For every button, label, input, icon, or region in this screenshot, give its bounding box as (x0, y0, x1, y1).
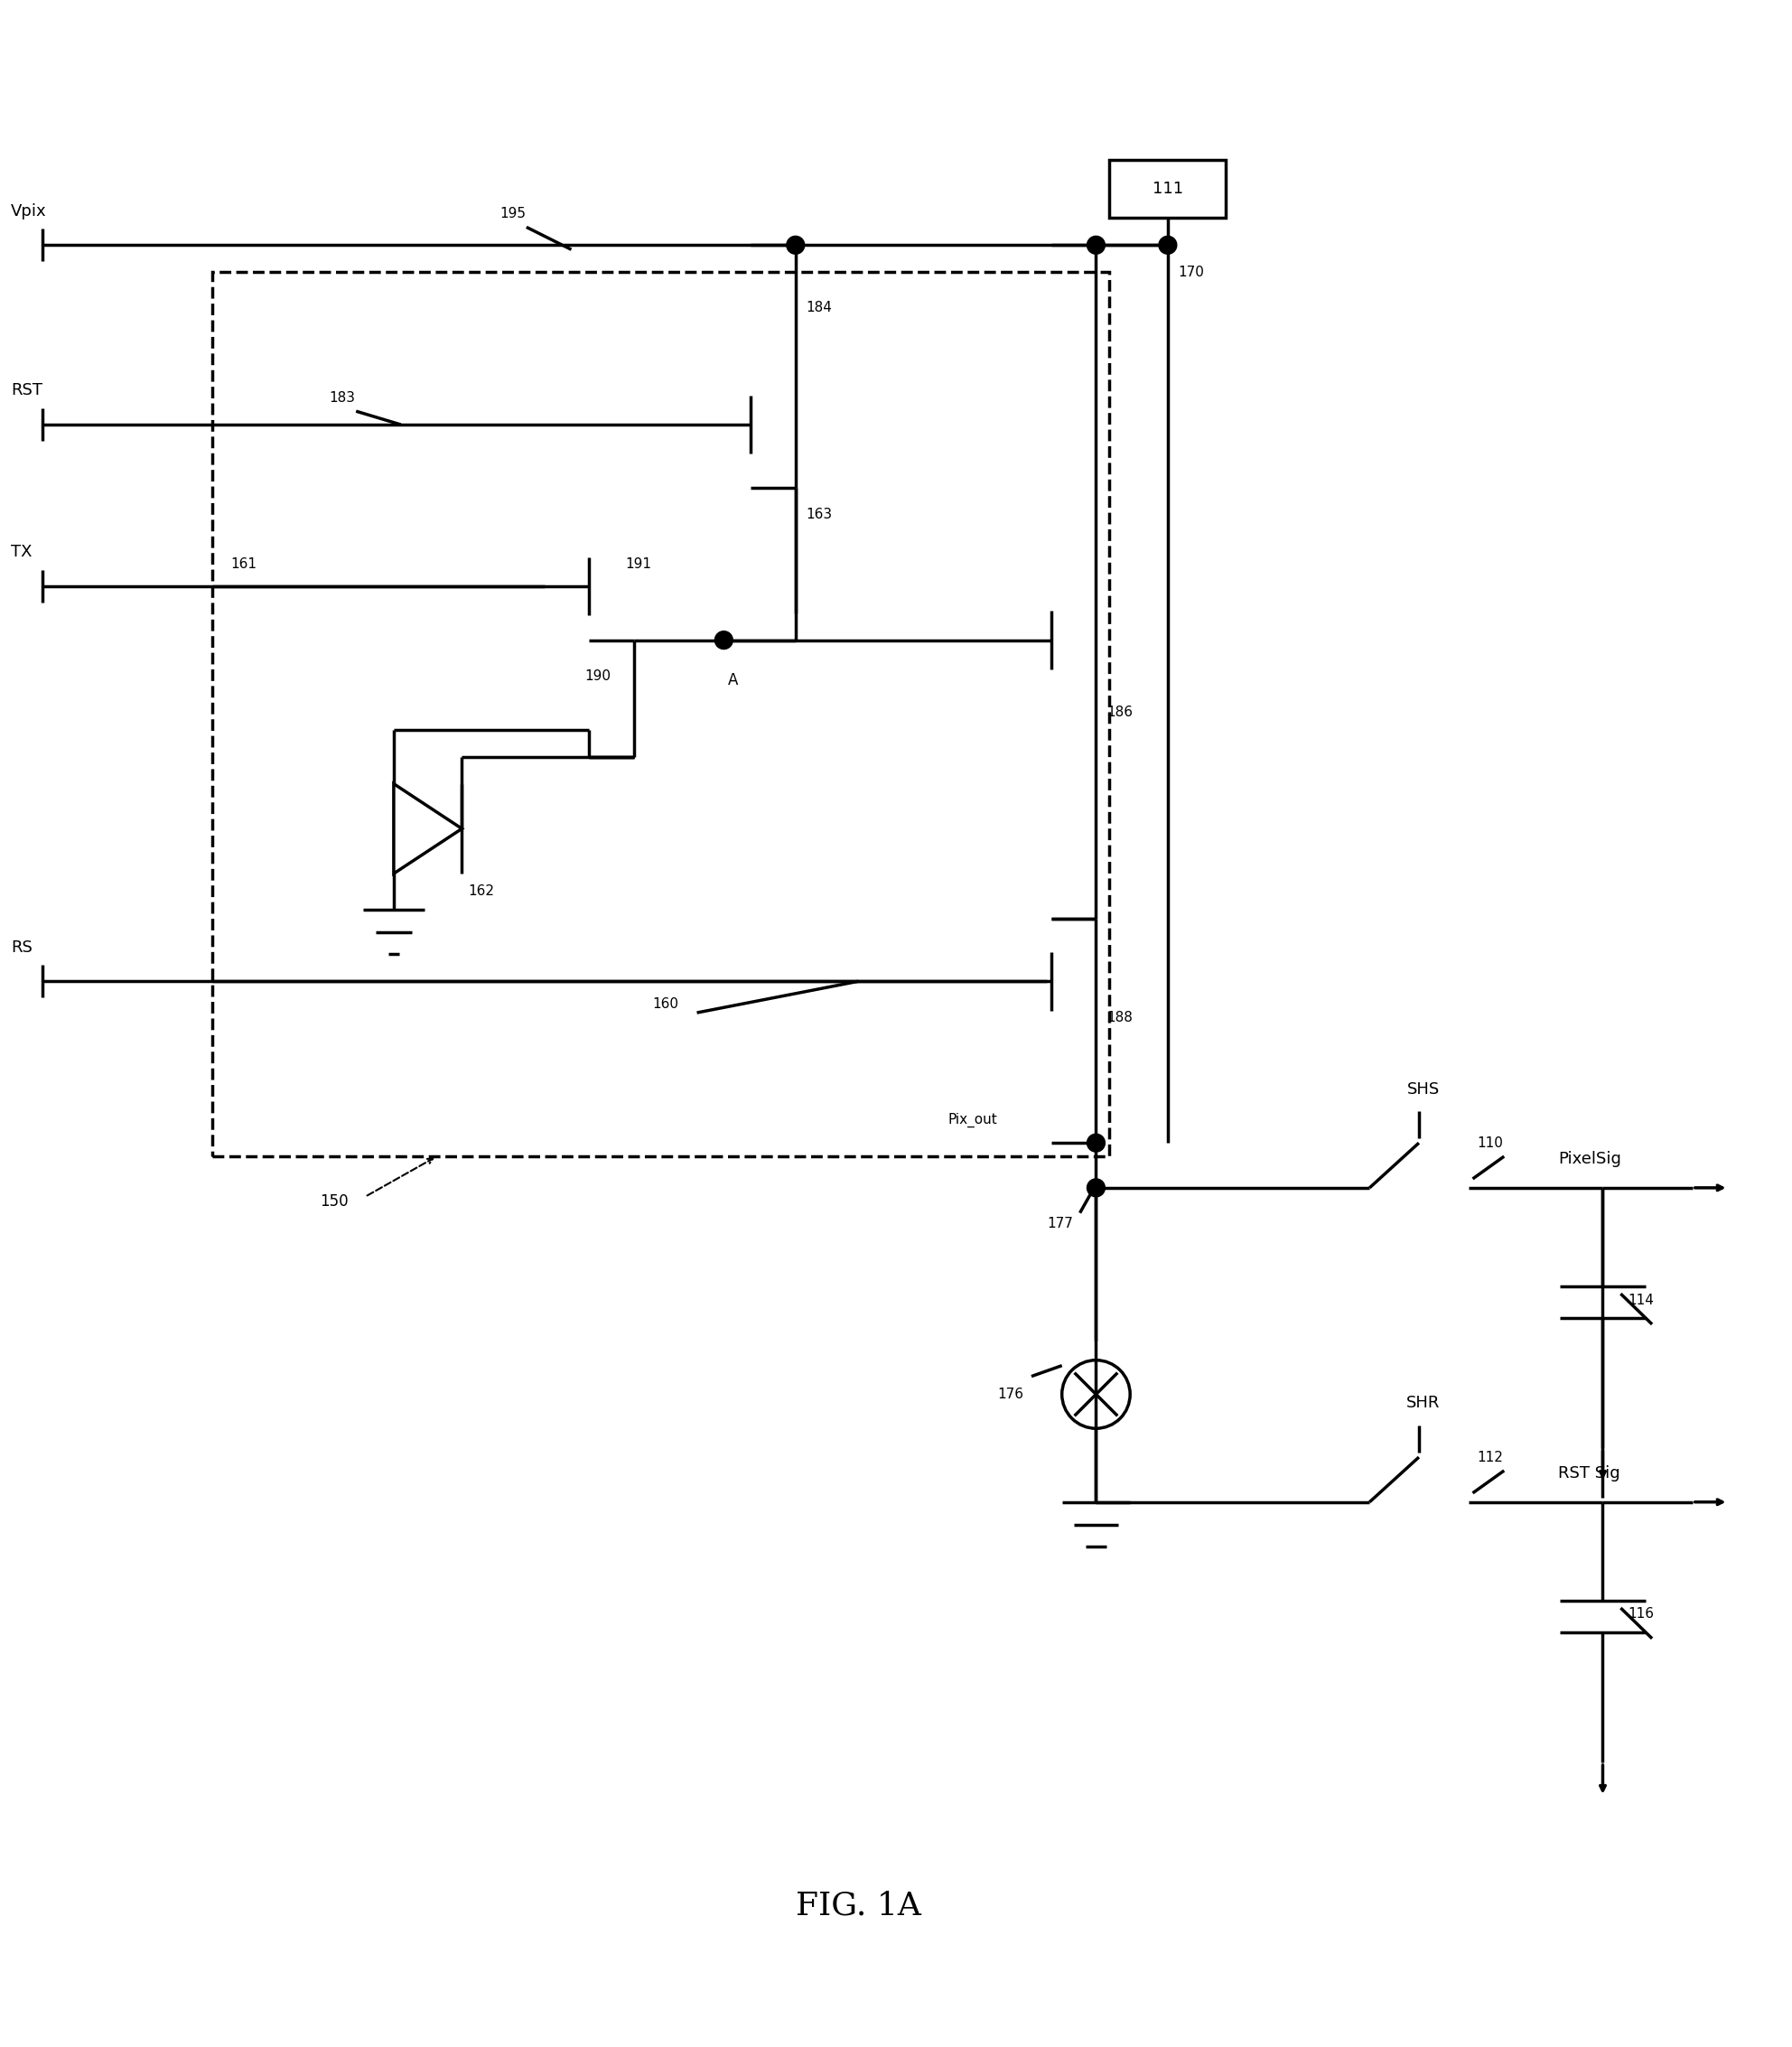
Text: A: A (728, 671, 738, 688)
Circle shape (1159, 235, 1177, 254)
Text: 186: 186 (1107, 704, 1133, 718)
Text: RS: RS (11, 940, 32, 956)
Text: PixelSig: PixelSig (1557, 1150, 1622, 1167)
Text: 176: 176 (998, 1388, 1023, 1400)
Text: 161: 161 (231, 557, 256, 571)
Text: 190: 190 (584, 669, 611, 684)
Text: 191: 191 (625, 557, 650, 571)
Text: TX: TX (11, 545, 32, 561)
Text: 188: 188 (1107, 1011, 1133, 1024)
Circle shape (787, 235, 805, 254)
Text: 110: 110 (1477, 1136, 1503, 1150)
Bar (213, 272, 1109, 1157)
Text: SHR: SHR (1407, 1396, 1441, 1412)
Text: RST Sig: RST Sig (1557, 1466, 1620, 1482)
Text: 150: 150 (321, 1193, 349, 1210)
Text: 163: 163 (806, 508, 833, 522)
Text: RST: RST (11, 383, 43, 399)
Text: 160: 160 (652, 997, 677, 1011)
Text: SHS: SHS (1407, 1081, 1439, 1097)
Circle shape (1088, 1179, 1106, 1197)
Text: 162: 162 (468, 884, 495, 899)
Text: 195: 195 (500, 207, 525, 221)
Text: 183: 183 (330, 391, 355, 405)
Circle shape (1088, 235, 1106, 254)
Text: 116: 116 (1627, 1607, 1654, 1621)
Text: 184: 184 (806, 301, 833, 315)
Circle shape (715, 630, 733, 649)
Text: Vpix: Vpix (11, 203, 47, 219)
Text: 177: 177 (1047, 1216, 1073, 1230)
Polygon shape (394, 784, 462, 874)
Text: FIG. 1A: FIG. 1A (796, 1891, 921, 1922)
Bar (1109, 160, 1226, 219)
Text: Pix_out: Pix_out (948, 1114, 998, 1128)
Circle shape (1088, 1134, 1106, 1152)
Text: 111: 111 (1152, 180, 1183, 197)
Text: 114: 114 (1627, 1294, 1654, 1306)
Text: 170: 170 (1179, 266, 1204, 278)
Text: 112: 112 (1477, 1451, 1503, 1464)
